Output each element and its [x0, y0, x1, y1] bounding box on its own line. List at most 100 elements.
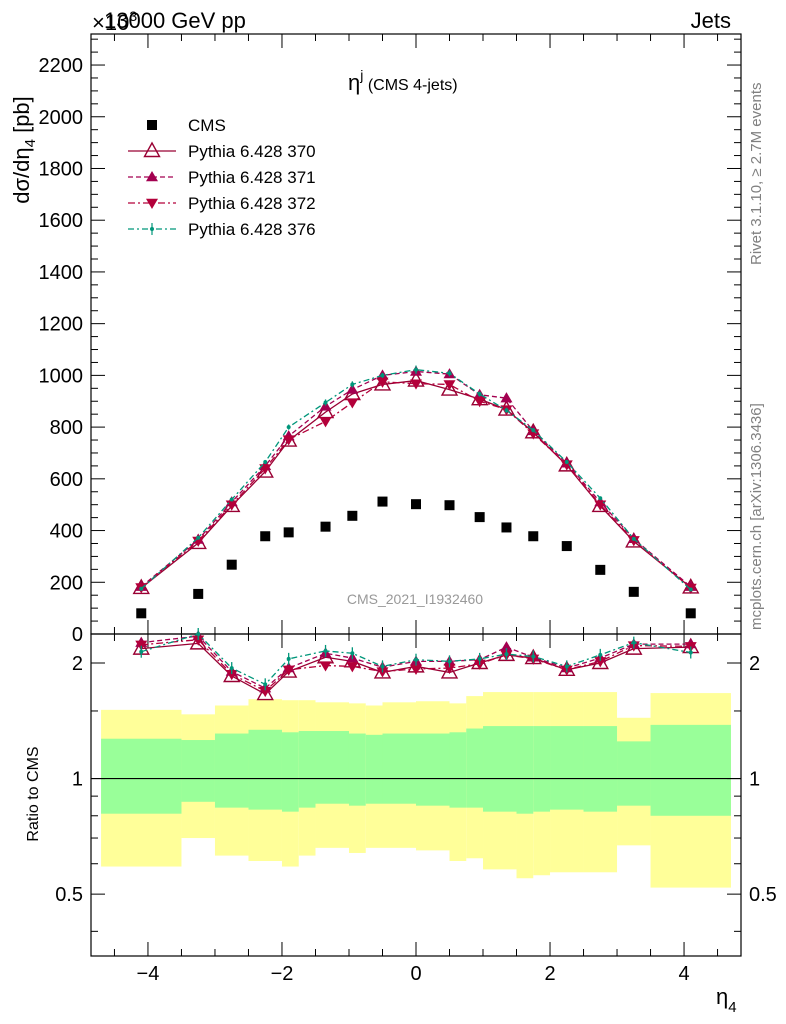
- pythia-376-point: [688, 587, 693, 592]
- pythia-376-point: [477, 392, 482, 396]
- legend-label-pythia-370: Pythia 6.428 370: [188, 142, 316, 161]
- pythia-370-ratio-point: [440, 662, 459, 679]
- cms-point: [685, 608, 696, 619]
- pythia-376-ratio-point: [196, 632, 201, 636]
- y-tick-label: 600: [50, 469, 83, 491]
- band-inner-segment: [617, 741, 651, 806]
- rivet-version-label: Rivet 3.1.10, ≥ 2.7M events: [748, 83, 765, 266]
- pythia-372-ratio-point: [282, 665, 295, 676]
- cms-point: [444, 500, 455, 511]
- analysis-watermark: CMS_2021_I1932460: [347, 591, 483, 607]
- band-inner-segment: [516, 726, 534, 814]
- y-tick-label: 1600: [39, 210, 84, 232]
- pythia-376-ratio-point: [688, 650, 693, 655]
- pythia-372-point: [627, 536, 640, 547]
- band-inner-segment: [101, 738, 182, 814]
- band-inner-segment: [281, 732, 299, 812]
- pythia-372-point: [282, 435, 295, 446]
- pythia-372-ratio-point: [259, 686, 272, 698]
- y-tick-label: 200: [50, 572, 83, 594]
- band-inner-segment: [365, 734, 383, 804]
- pythia-372-point: [473, 397, 486, 408]
- ratio-axis-ticks: 0.5 0.5 1 1 2 2: [55, 653, 777, 932]
- pythia-376-ratio-point: [286, 656, 291, 661]
- band-inner-segment: [583, 726, 618, 812]
- cms-point: [561, 541, 572, 552]
- band-inner-segment: [315, 731, 349, 804]
- pythia-376-ratio-point: [263, 682, 268, 687]
- cms-point: [136, 608, 147, 619]
- pythia-376-point: [414, 367, 418, 372]
- pythia-376-ratio-point: [504, 652, 509, 657]
- cms-point: [595, 564, 606, 575]
- ratio-axis-label: Ratio to CMS: [25, 746, 42, 841]
- x-axis-ticks: −4 −2 0 2 4: [113, 34, 719, 985]
- y-tick-label: 1800: [39, 158, 84, 180]
- ratio-series: [132, 628, 700, 701]
- y-tick-label: 400: [50, 521, 83, 543]
- pythia-372-point: [410, 379, 422, 390]
- pythia-370-line: [140, 379, 692, 589]
- legend-marker-cms: [147, 120, 157, 130]
- pythia-376-ratio-point: [350, 651, 355, 656]
- pythia-376-point: [447, 371, 452, 376]
- pythia-372-point: [527, 429, 540, 440]
- band-inner-segment: [466, 728, 484, 808]
- uncertainty-bands: [101, 692, 731, 888]
- band-inner-segment: [483, 726, 517, 812]
- band-inner-segment: [214, 733, 249, 808]
- x-tick-label: −2: [271, 963, 294, 985]
- pythia-372-ratio-point: [594, 657, 607, 668]
- band-inner-segment: [550, 726, 584, 810]
- x-axis-label: η4: [716, 984, 737, 1016]
- x-tick-label: −4: [137, 963, 160, 985]
- pythia-372-ratio-point: [225, 670, 238, 681]
- band-inner-segment: [449, 732, 467, 808]
- cms-point: [193, 588, 204, 599]
- pythia-376-ratio-point: [477, 656, 482, 661]
- ratio-tick-label-right: 0.5: [749, 884, 777, 906]
- pythia-372-ratio-point: [346, 662, 359, 673]
- pythia-376-point: [286, 425, 291, 430]
- pythia-372-point: [259, 464, 272, 475]
- pythia-376-point: [504, 408, 509, 413]
- pythia-376-ratio-point: [380, 664, 385, 669]
- pythia-372-point: [346, 398, 359, 409]
- mcplots-label: mcplots.cern.ch [arXiv:1306.3436]: [748, 403, 765, 630]
- pythia-376-ratio-point: [323, 648, 328, 653]
- channel-label: Jets: [691, 8, 731, 33]
- pythia-372-ratio-point: [410, 664, 422, 675]
- band-inner-segment: [382, 733, 416, 804]
- pythia-376-ratio-point: [139, 649, 144, 654]
- process-label: 13000 GeV pp: [104, 8, 246, 33]
- band-inner-segment: [348, 733, 366, 806]
- pythia-376-point: [263, 460, 268, 465]
- pythia-376-point: [380, 373, 385, 378]
- pythia-372-point: [443, 380, 456, 391]
- exponent-label: ×103: [92, 8, 137, 35]
- ratio-tick-label: 1: [72, 769, 83, 791]
- cms-point: [320, 521, 331, 532]
- y-axis-label: dσ/dη4 [pb]: [9, 96, 39, 204]
- y-tick-label: 1000: [39, 365, 84, 387]
- pythia-376-point: [139, 586, 144, 591]
- pythia-376-ratio-point: [447, 659, 452, 664]
- pythia-376-line: [140, 369, 692, 591]
- cms-point: [411, 499, 421, 510]
- pythia-376-point: [564, 460, 569, 465]
- cms-point: [377, 496, 388, 507]
- band-inner-segment: [248, 729, 282, 810]
- plot-title: ηj (CMS 4-jets): [348, 67, 458, 95]
- pythia-372-point: [192, 536, 205, 547]
- ratio-tick-label: 2: [72, 653, 83, 675]
- pythia-370-point: [440, 380, 459, 396]
- band-inner-segment: [416, 733, 450, 806]
- cms-point: [226, 559, 237, 570]
- legend-label-pythia-376: Pythia 6.428 376: [188, 220, 316, 239]
- band-inner-segment: [533, 726, 551, 812]
- y-tick-label: 0: [72, 624, 83, 646]
- x-tick-label: 0: [410, 963, 421, 985]
- pythia-376-point: [323, 400, 328, 405]
- pythia-371-line: [140, 370, 692, 588]
- y-axis-ticks: 0 200 400 600 800 1000 1200 1400 1600 1800 2000 220…: [39, 38, 741, 646]
